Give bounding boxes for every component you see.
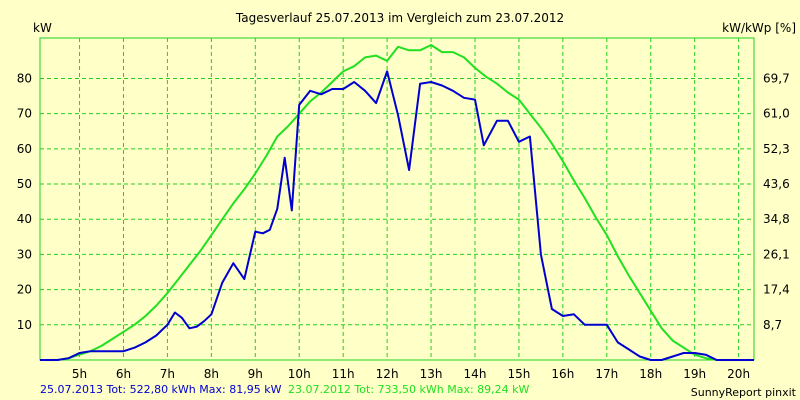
summary-2013: 25.07.2013 Tot: 522,80 kWh Max: 81,95 kW: [40, 383, 282, 396]
y-tick-label-left: 30: [17, 247, 32, 261]
series-lines: [40, 44, 754, 361]
y-tick-label-left: 60: [17, 142, 32, 156]
y-tick-label-right: 43,6: [763, 177, 790, 191]
x-axis-ticks: 5h 6h 7h 8h 9h 10h 11h 12h 13h 14h 15h 16h 17h 18h 19h…: [72, 367, 750, 381]
footer-summaries: 25.07.2013 Tot: 522,80 kWh Max: 81,95 kW…: [40, 383, 530, 396]
y-tick-label-right: 26,1: [763, 247, 790, 261]
x-tick-label: 16h: [551, 367, 574, 381]
x-tick-label: 7h: [160, 367, 175, 381]
y-tick-label-left: 50: [17, 177, 32, 191]
y-tick-label-right: 61,0: [763, 107, 790, 121]
x-tick-label: 15h: [507, 367, 530, 381]
x-tick-label: 19h: [683, 367, 706, 381]
summary-2012: 23.07.2012 Tot: 733,50 kWh Max: 89,24 kW: [288, 383, 530, 396]
y-tick-label-left: 10: [17, 318, 32, 332]
y-tick-label-right: 52,3: [763, 142, 790, 156]
x-tick-label: 6h: [116, 367, 131, 381]
grid: [40, 38, 754, 360]
x-tick-label: 8h: [204, 367, 219, 381]
x-tick-label: 5h: [72, 367, 87, 381]
y-axis-right-label: kW/kWp [%]: [722, 21, 796, 35]
y-tick-label-left: 80: [17, 71, 32, 85]
y-tick-label-right: 69,7: [763, 71, 790, 85]
x-tick-label: 20h: [727, 367, 750, 381]
y-tick-label-right: 17,4: [763, 283, 790, 297]
y-tick-label-right: 34,8: [763, 212, 790, 226]
x-tick-label: 18h: [639, 367, 662, 381]
x-tick-label: 13h: [420, 367, 443, 381]
y-tick-label-left: 70: [17, 107, 32, 121]
x-tick-label: 9h: [248, 367, 263, 381]
x-tick-label: 12h: [376, 367, 399, 381]
series-line-25-07-2013: [40, 70, 754, 361]
x-tick-label: 17h: [595, 367, 618, 381]
x-tick-label: 14h: [464, 367, 487, 381]
y-axis-right-ticks: 8,7 17,4 26,1 34,8 43,6 52,3 61,0 69,7: [763, 71, 790, 331]
y-tick-label-left: 20: [17, 283, 32, 297]
y-axis-left-label: kW: [33, 21, 52, 35]
x-tick-label: 11h: [332, 367, 355, 381]
x-tick-label: 10h: [288, 367, 311, 381]
chart-title: Tagesverlauf 25.07.2013 im Vergleich zum…: [235, 11, 564, 25]
y-axis-left-ticks: 10 20 30 40 50 60 70 80: [17, 71, 32, 331]
y-tick-label-right: 8,7: [763, 318, 782, 332]
footer-credit: SunnyReport pinxit: [691, 386, 797, 399]
y-tick-label-left: 40: [17, 212, 32, 226]
series-line-23-07-2012: [40, 44, 754, 361]
plot-area: [39, 37, 755, 361]
